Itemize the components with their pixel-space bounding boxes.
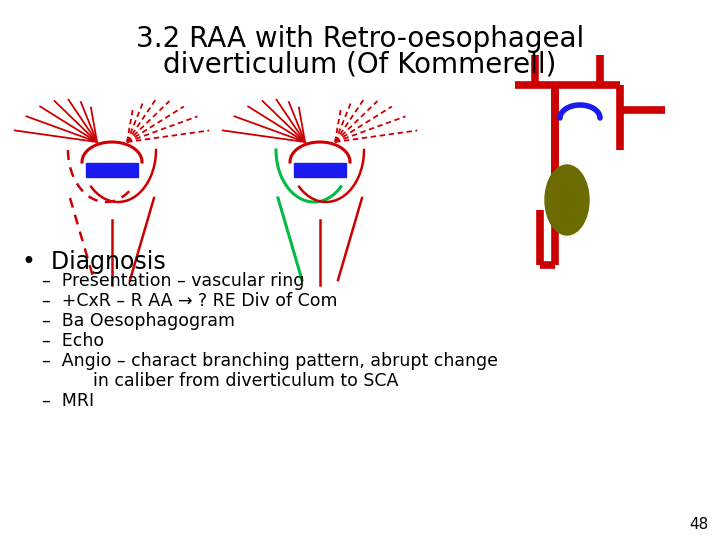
Ellipse shape <box>545 165 589 235</box>
Text: –  Ba Oesophagogram: – Ba Oesophagogram <box>42 312 235 330</box>
Text: –  +CxR – R AA → ? RE Div of Com: – +CxR – R AA → ? RE Div of Com <box>42 292 338 310</box>
Text: 3.2 RAA with Retro-oesophageal: 3.2 RAA with Retro-oesophageal <box>136 25 584 53</box>
Text: •  Diagnosis: • Diagnosis <box>22 250 166 274</box>
FancyBboxPatch shape <box>294 163 346 177</box>
Text: –  Echo: – Echo <box>42 332 104 350</box>
Text: –  MRI: – MRI <box>42 392 94 410</box>
Text: –  Presentation – vascular ring: – Presentation – vascular ring <box>42 272 305 290</box>
Text: in caliber from diverticulum to SCA: in caliber from diverticulum to SCA <box>60 372 398 390</box>
FancyBboxPatch shape <box>86 163 138 177</box>
Text: diverticulum (Of Kommerell): diverticulum (Of Kommerell) <box>163 50 557 78</box>
Text: –  Angio – charact branching pattern, abrupt change: – Angio – charact branching pattern, abr… <box>42 352 498 370</box>
Text: 48: 48 <box>689 517 708 532</box>
